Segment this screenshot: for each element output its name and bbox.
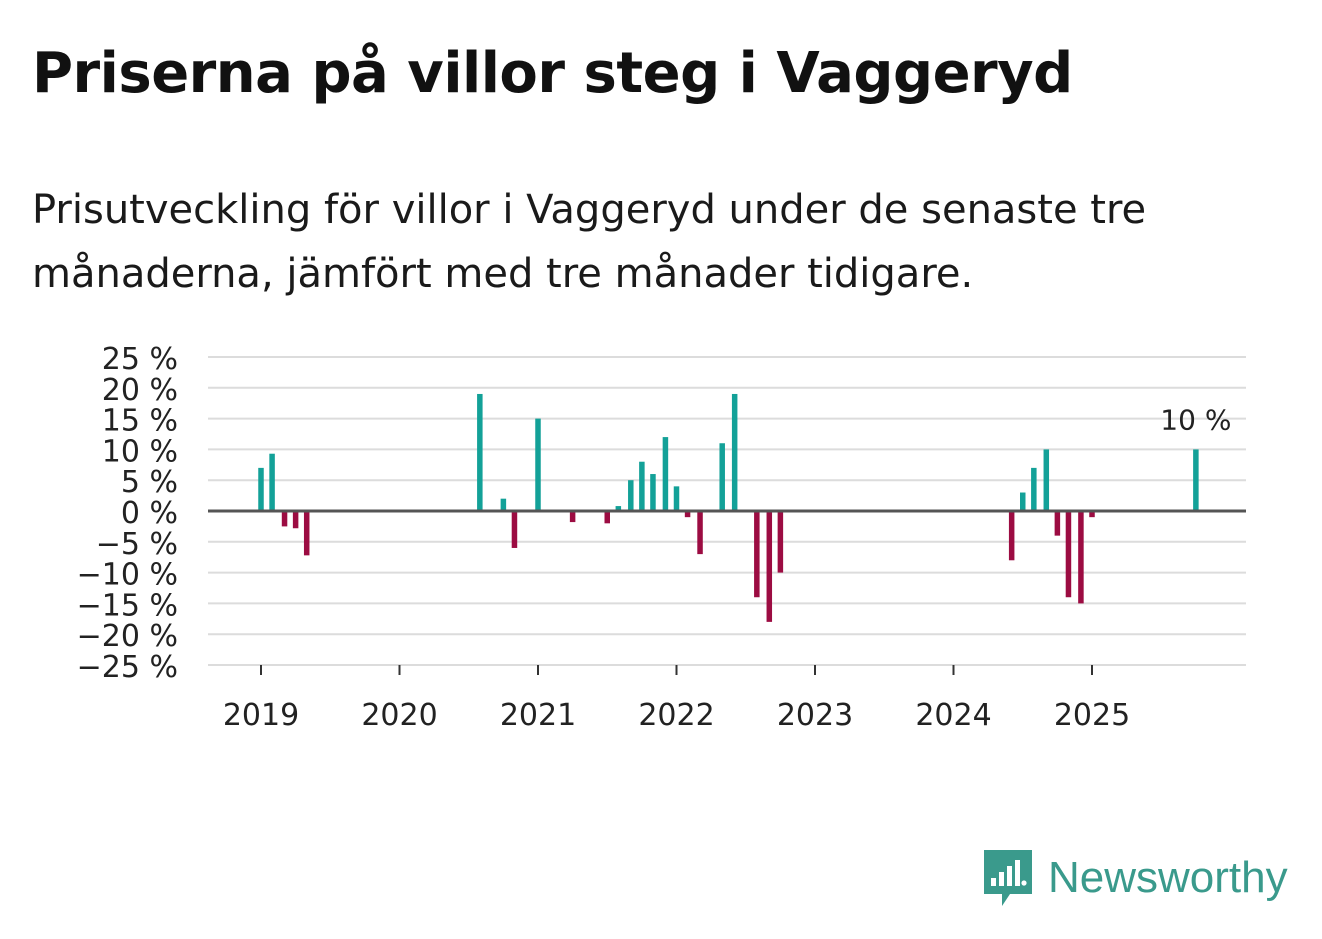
bar	[535, 418, 541, 511]
bar	[731, 393, 738, 511]
bar	[662, 437, 669, 511]
bar	[281, 511, 288, 527]
chart-subtitle: Prisutveckling för villor i Vaggeryd und…	[32, 187, 1147, 297]
bar	[684, 511, 691, 518]
bar	[292, 511, 299, 529]
bar	[1054, 511, 1061, 536]
y-tick-label: 15 %	[102, 404, 178, 439]
bar	[1078, 511, 1084, 604]
y-tick-label: 20 %	[102, 373, 178, 408]
y-tick-label: −20 %	[77, 619, 178, 654]
bar	[604, 511, 610, 524]
bar	[1020, 492, 1026, 511]
bar	[258, 467, 264, 511]
x-tick-label: 2023	[777, 698, 853, 733]
y-tick-label: 5 %	[121, 465, 178, 500]
x-tick-label: 2020	[361, 698, 437, 733]
bar	[303, 511, 310, 556]
y-tick-label: 25 %	[102, 342, 178, 377]
bar	[569, 511, 576, 523]
bar	[477, 393, 483, 511]
bar	[1008, 511, 1015, 561]
y-tick-label: −15 %	[77, 588, 178, 623]
brand-name: Newsworthy	[1048, 853, 1288, 902]
x-tick-label: 2022	[638, 698, 714, 733]
bar	[615, 506, 622, 511]
bar	[628, 480, 634, 511]
chart-title: Priserna på villor steg i Vaggeryd	[32, 41, 1073, 106]
y-tick-label: −10 %	[77, 558, 178, 593]
bar	[754, 511, 760, 598]
bar	[650, 474, 656, 511]
bar	[697, 511, 703, 555]
y-tick-label: −5 %	[96, 527, 178, 562]
x-tick-label: 2025	[1054, 698, 1130, 733]
bar	[639, 461, 645, 511]
bar	[719, 443, 725, 511]
bar	[1065, 511, 1072, 598]
y-tick-label: −25 %	[77, 650, 178, 685]
bar	[777, 511, 784, 573]
x-tick-label: 2021	[500, 698, 576, 733]
latest-value-label: 10 %	[1160, 403, 1231, 436]
bar	[673, 486, 680, 511]
x-tick-label: 2019	[223, 698, 299, 733]
bar	[511, 511, 518, 548]
x-tick-label: 2024	[915, 698, 991, 733]
bar	[1089, 511, 1095, 518]
bar	[1043, 449, 1050, 511]
brand: Newsworthy	[980, 848, 1288, 908]
bar	[1193, 449, 1199, 511]
bar	[269, 453, 275, 511]
bar	[500, 498, 507, 511]
y-tick-label: 0 %	[121, 496, 178, 531]
bar	[1031, 467, 1037, 511]
newsworthy-logo-icon	[984, 850, 1032, 906]
y-tick-label: 10 %	[102, 434, 178, 469]
bar	[766, 511, 773, 622]
